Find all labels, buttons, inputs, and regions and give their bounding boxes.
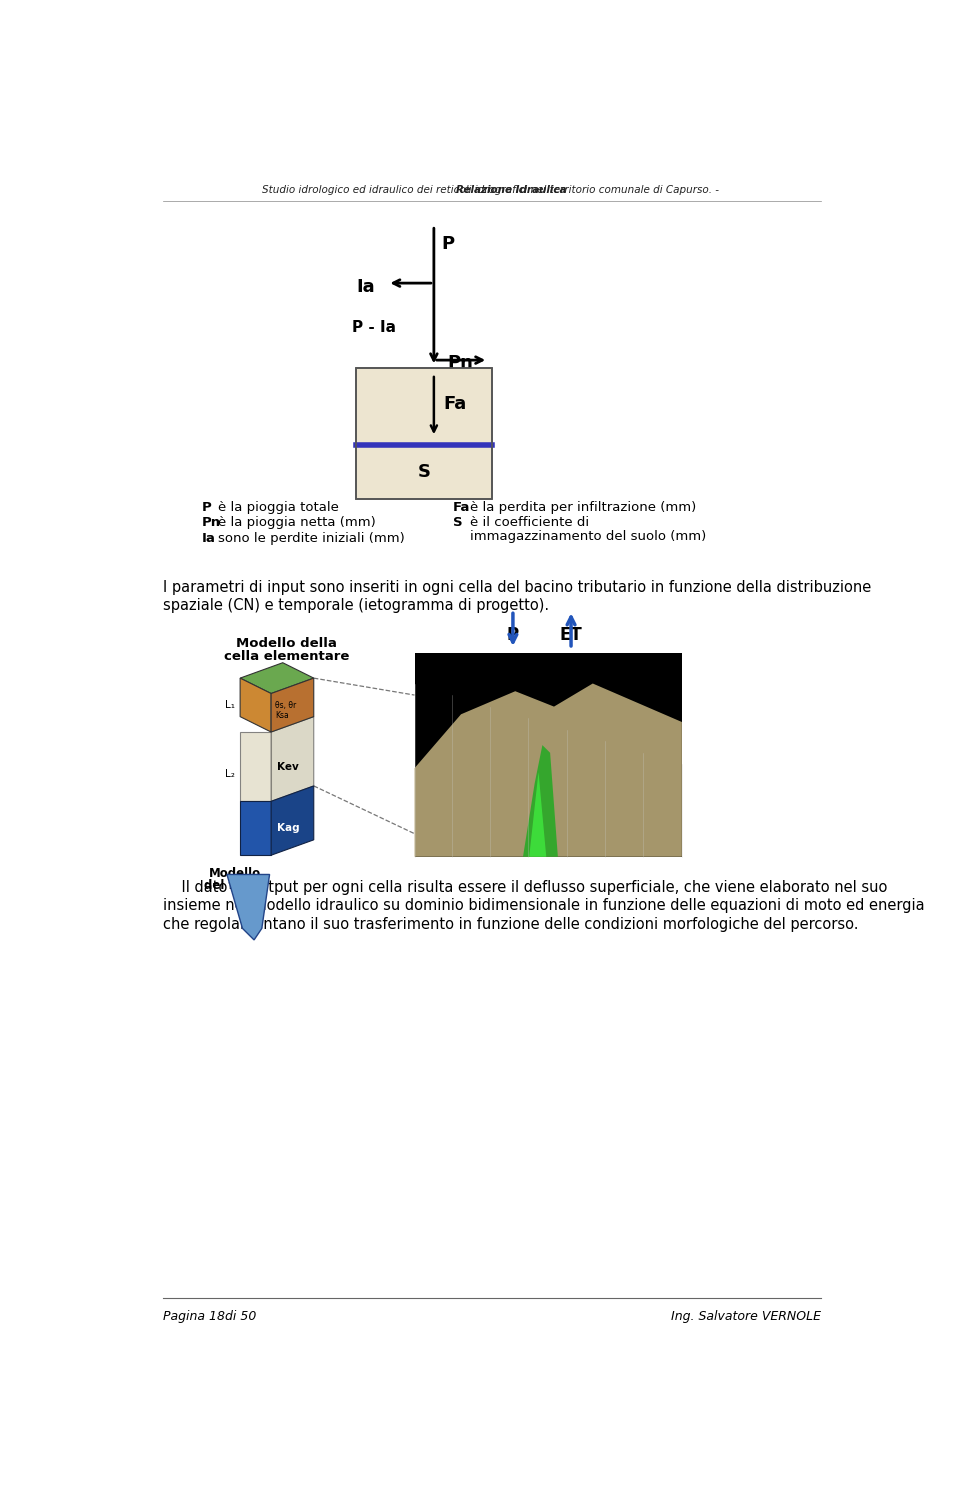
Polygon shape [240,663,314,694]
Polygon shape [227,875,270,941]
Text: P - Ia: P - Ia [352,320,396,334]
Polygon shape [271,785,314,855]
Bar [356,367,492,499]
Text: S: S [453,517,463,530]
Text: Fa: Fa [453,502,470,514]
Text: Relazione Idraulica: Relazione Idraulica [456,185,566,196]
Polygon shape [240,802,271,855]
Text: Pn: Pn [202,517,221,530]
Bar [415,652,682,857]
Text: che regolamentano il suo trasferimento in funzione delle condizioni morfologiche: che regolamentano il suo trasferimento i… [162,917,858,932]
Text: ET: ET [560,626,583,643]
Text: insieme nel modello idraulico su dominio bidimensionale in funzione delle equazi: insieme nel modello idraulico su dominio… [162,899,924,914]
Text: θs, θr: θs, θr [275,700,297,709]
Text: Modello della: Modello della [236,638,337,651]
Text: Kev: Kev [277,761,300,772]
Text: Ia: Ia [202,532,215,545]
Text: Pagina 18di 50: Pagina 18di 50 [162,1309,256,1323]
Text: Kag: Kag [277,823,300,833]
Polygon shape [271,678,314,732]
Text: spaziale (CN) e temporale (ietogramma di progetto).: spaziale (CN) e temporale (ietogramma di… [162,599,549,614]
Text: sono le perdite iniziali (mm): sono le perdite iniziali (mm) [219,532,405,545]
Text: S: S [418,463,430,481]
Text: Il dato di output per ogni cella risulta essere il deflusso superficiale, che vi: Il dato di output per ogni cella risulta… [162,879,887,894]
Text: è la pioggia totale: è la pioggia totale [219,502,339,514]
Text: Modello: Modello [208,867,261,879]
Text: Pn: Pn [447,354,473,372]
Polygon shape [271,717,314,802]
Polygon shape [240,732,271,802]
Text: P: P [202,502,211,514]
Text: Fa: Fa [444,396,467,414]
Text: Studio idrologico ed idraulico dei reticoli idrografici nel territorio comunale : Studio idrologico ed idraulico dei retic… [262,185,722,196]
Text: Ksa: Ksa [275,711,289,720]
Text: L₁: L₁ [225,700,234,711]
Polygon shape [415,684,682,857]
Text: P: P [507,626,519,643]
Text: Ing. Salvatore VERNOLE: Ing. Salvatore VERNOLE [671,1309,822,1323]
Text: immagazzinamento del suolo (mm): immagazzinamento del suolo (mm) [470,530,707,543]
Polygon shape [529,772,546,857]
Bar [356,445,492,499]
Text: L₂: L₂ [225,769,234,779]
Text: è il coefficiente di: è il coefficiente di [470,517,589,530]
Bar [356,367,492,445]
Text: è la pioggia netta (mm): è la pioggia netta (mm) [219,517,376,530]
Text: è la perdita per infiltrazione (mm): è la perdita per infiltrazione (mm) [470,502,697,514]
Text: cella elementare: cella elementare [224,649,349,663]
Text: I parametri di input sono inseriti in ogni cella del bacino tributario in funzio: I parametri di input sono inseriti in og… [162,579,871,594]
Text: P: P [442,234,455,252]
Polygon shape [523,745,558,857]
Text: Ia: Ia [356,279,375,297]
Text: del fiume: del fiume [204,879,266,893]
Polygon shape [240,678,271,732]
